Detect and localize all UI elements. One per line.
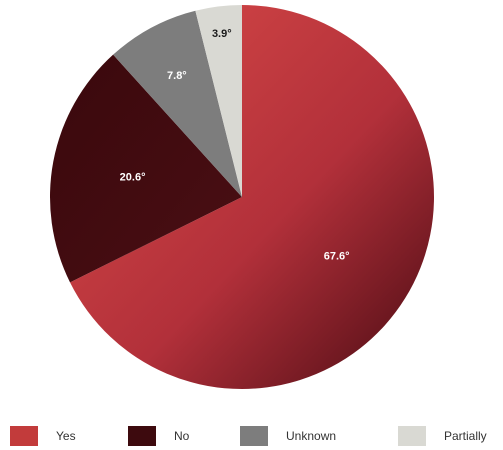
pie-label-no: 20.6°	[120, 171, 146, 183]
legend-label-yes: Yes	[56, 429, 76, 443]
legend-swatch-partially	[398, 426, 426, 446]
legend: Yes No Unknown Partially	[0, 418, 503, 448]
pie-slice-no	[50, 54, 243, 283]
legend-item-yes: Yes	[10, 426, 76, 446]
legend-label-partially: Partially	[444, 429, 487, 443]
pie-slice-partially	[195, 5, 242, 197]
legend-swatch-yes	[10, 426, 38, 446]
legend-swatch-unknown	[240, 426, 268, 446]
legend-label-unknown: Unknown	[286, 429, 337, 443]
pie-label-unknown: 7.8°	[167, 70, 187, 82]
legend-swatch-no	[128, 426, 156, 446]
pie-label-yes: 67.6°	[324, 251, 350, 263]
pie-slice-yes	[70, 5, 434, 389]
pie-slice-unknown	[113, 10, 243, 197]
legend-item-unknown: Unknown	[240, 426, 336, 446]
legend-item-partially: Partially	[398, 426, 487, 446]
pie-label-partially: 3.9°	[212, 28, 232, 40]
legend-label-no: No	[174, 429, 190, 443]
legend-item-no: No	[128, 426, 189, 446]
pie-chart: 67.6° 20.6° 7.8° 3.9°	[50, 5, 434, 389]
